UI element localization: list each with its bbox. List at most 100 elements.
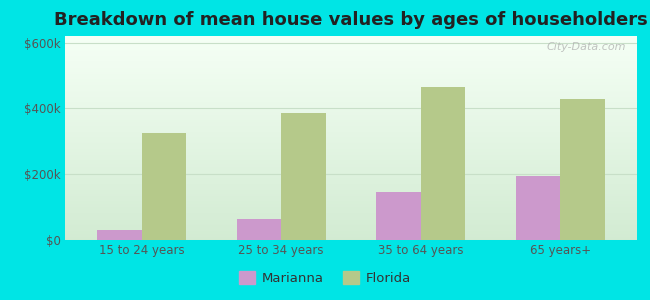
- Bar: [65, 166, 637, 167]
- Bar: [65, 97, 637, 98]
- Bar: [65, 205, 637, 206]
- Bar: [65, 54, 637, 56]
- Bar: [65, 69, 637, 70]
- Bar: [65, 73, 637, 74]
- Bar: [97, 230, 142, 240]
- Bar: [65, 82, 637, 83]
- Bar: [65, 228, 637, 229]
- Bar: [65, 64, 637, 66]
- Bar: [65, 145, 637, 146]
- Bar: [65, 144, 637, 145]
- Bar: [65, 204, 637, 205]
- Bar: [65, 174, 637, 175]
- Bar: [65, 226, 637, 227]
- Bar: [65, 40, 637, 41]
- Bar: [65, 148, 637, 149]
- Bar: [65, 193, 637, 194]
- Bar: [65, 107, 637, 108]
- Bar: [65, 132, 637, 133]
- Bar: [65, 96, 637, 97]
- Bar: [65, 108, 637, 110]
- Bar: [65, 215, 637, 217]
- Bar: [65, 130, 637, 131]
- Bar: [65, 58, 637, 59]
- Bar: [65, 134, 637, 135]
- Bar: [65, 74, 637, 75]
- Bar: [65, 184, 637, 185]
- Bar: [65, 214, 637, 215]
- Bar: [65, 160, 637, 161]
- Bar: [65, 234, 637, 235]
- Bar: [65, 85, 637, 86]
- Bar: [65, 128, 637, 129]
- Bar: [65, 49, 637, 50]
- Bar: [65, 151, 637, 152]
- Bar: [65, 77, 637, 78]
- Bar: [65, 92, 637, 93]
- Bar: [65, 172, 637, 173]
- Bar: [65, 57, 637, 59]
- Bar: [65, 120, 637, 121]
- Bar: [65, 154, 637, 155]
- Bar: [65, 79, 637, 80]
- Bar: [65, 94, 637, 95]
- Bar: [65, 189, 637, 190]
- Bar: [65, 106, 637, 107]
- Bar: [65, 43, 637, 44]
- Bar: [65, 67, 637, 68]
- Bar: [65, 233, 637, 234]
- Bar: [65, 164, 637, 166]
- Bar: [65, 156, 637, 158]
- Bar: [65, 142, 637, 143]
- Bar: [65, 169, 637, 171]
- Bar: [65, 102, 637, 103]
- Bar: [65, 80, 637, 81]
- Bar: [65, 118, 637, 120]
- Bar: [65, 167, 637, 168]
- Bar: [65, 219, 637, 220]
- Bar: [65, 161, 637, 163]
- Bar: [65, 95, 637, 96]
- Bar: [65, 50, 637, 51]
- Bar: [65, 159, 637, 160]
- Bar: [65, 42, 637, 43]
- Bar: [65, 195, 637, 196]
- Bar: [65, 230, 637, 231]
- Bar: [65, 180, 637, 181]
- Bar: [65, 121, 637, 122]
- Bar: [65, 203, 637, 204]
- Bar: [65, 194, 637, 195]
- Title: Breakdown of mean house values by ages of householders: Breakdown of mean house values by ages o…: [54, 11, 648, 29]
- Bar: [65, 98, 637, 99]
- Bar: [65, 138, 637, 139]
- Bar: [65, 183, 637, 184]
- Bar: [65, 231, 637, 232]
- Bar: [65, 197, 637, 198]
- Bar: [65, 185, 637, 186]
- Bar: [65, 41, 637, 42]
- Bar: [65, 217, 637, 218]
- Bar: [65, 123, 637, 124]
- Bar: [65, 227, 637, 228]
- Bar: [65, 190, 637, 191]
- Bar: [65, 235, 637, 236]
- Bar: [65, 129, 637, 130]
- Bar: [65, 147, 637, 148]
- Bar: [65, 86, 637, 87]
- Bar: [65, 56, 637, 57]
- Bar: [65, 100, 637, 101]
- Bar: [65, 178, 637, 179]
- Bar: [65, 131, 637, 132]
- Bar: [65, 118, 637, 119]
- Bar: [65, 152, 637, 153]
- Bar: [281, 113, 326, 240]
- Bar: [65, 47, 637, 48]
- Bar: [65, 149, 637, 150]
- Bar: [65, 117, 637, 118]
- Bar: [65, 70, 637, 71]
- Bar: [65, 91, 637, 92]
- Bar: [65, 52, 637, 53]
- Bar: [65, 218, 637, 219]
- Bar: [65, 75, 637, 76]
- Text: City-Data.com: City-Data.com: [546, 42, 625, 52]
